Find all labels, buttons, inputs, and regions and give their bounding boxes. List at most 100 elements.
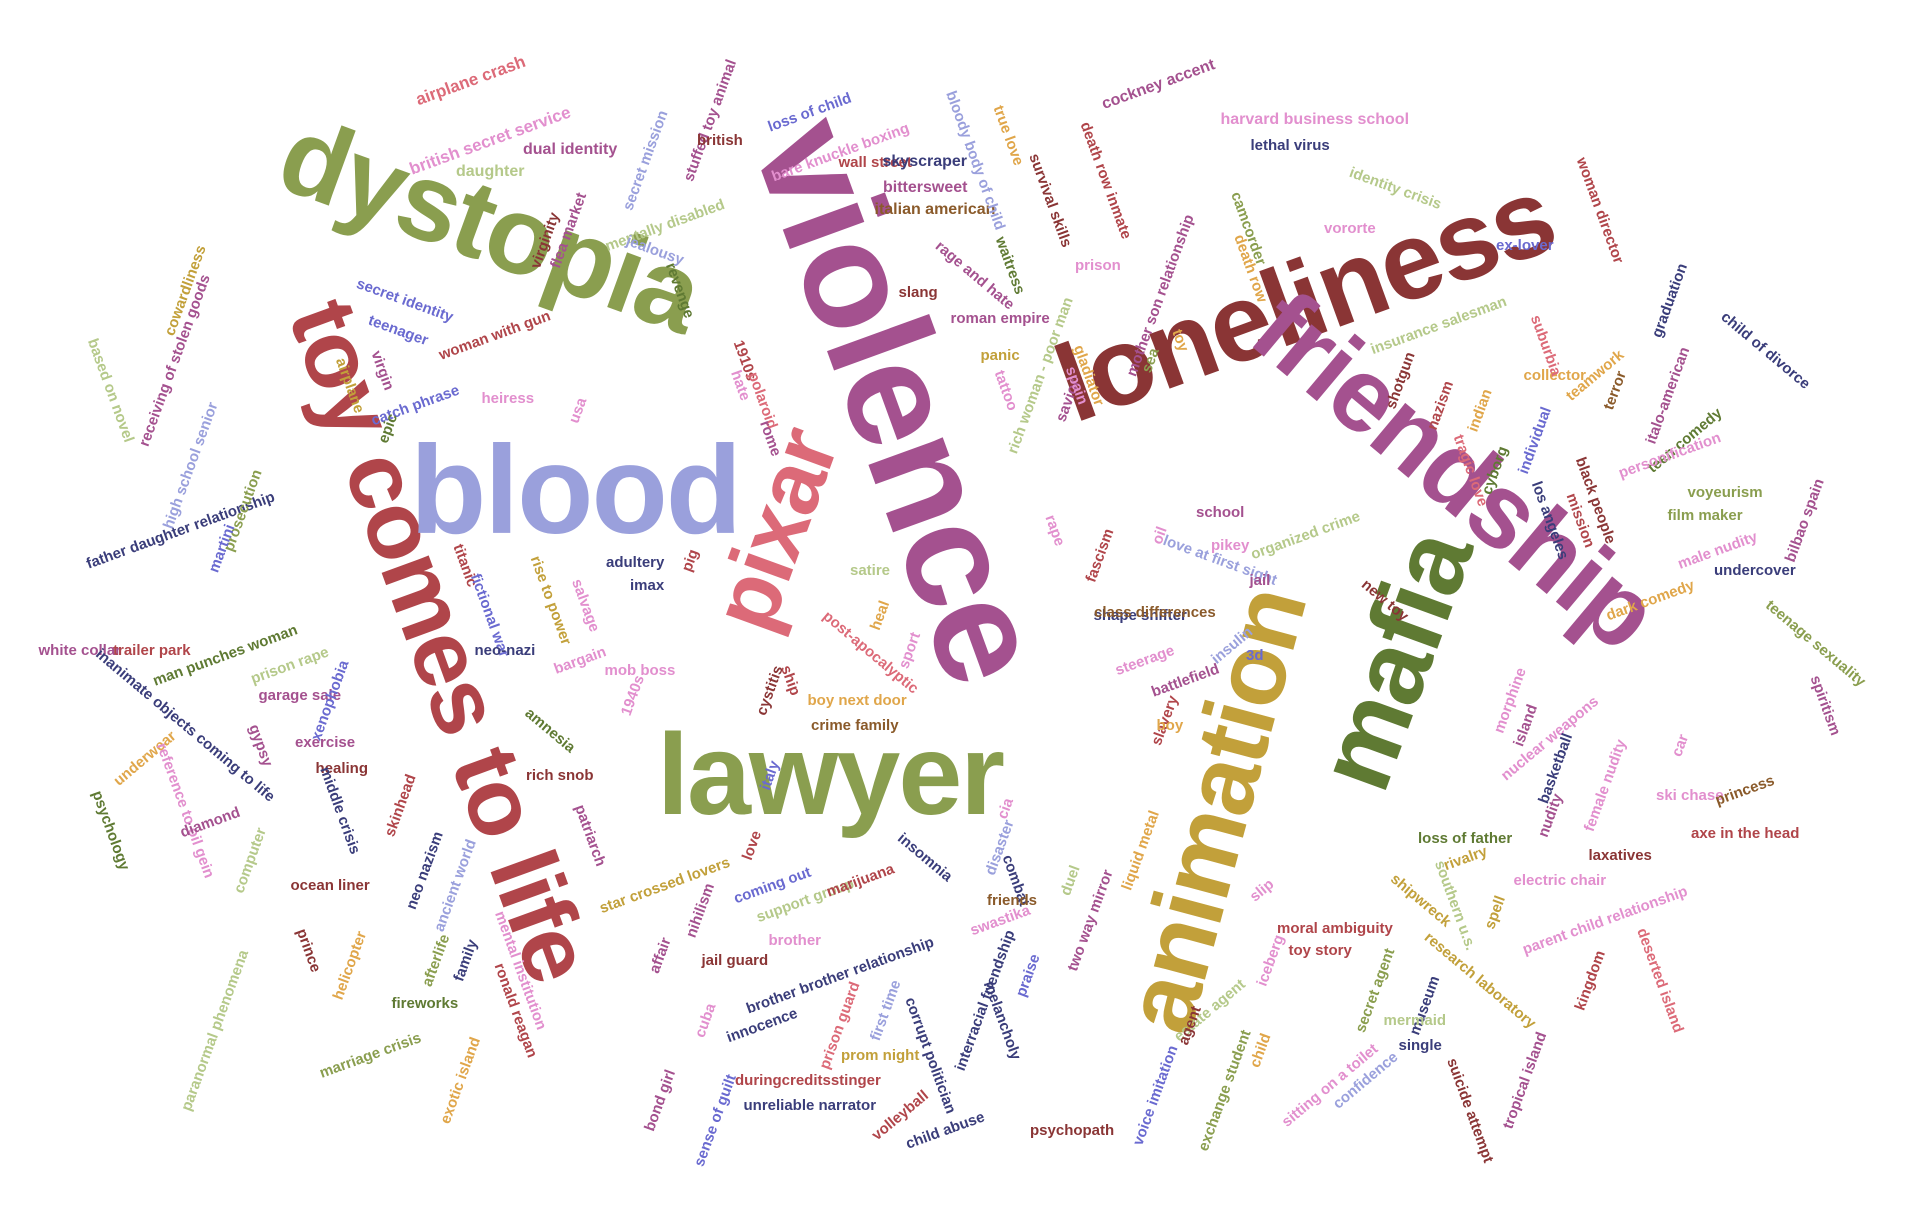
word-prince: prince	[292, 925, 324, 975]
word-tropical-island: tropical island	[1499, 1029, 1551, 1131]
word-voice-imitation: voice imitation	[1129, 1042, 1181, 1148]
word-moral-ambiguity: moral ambiguity	[1277, 919, 1393, 937]
word-deserted-island: deserted island	[1633, 925, 1687, 1035]
word-true-love: true love	[989, 102, 1027, 168]
word-bilbao-spain: bilbao spain	[1781, 475, 1828, 565]
word-gypsy: gypsy	[244, 721, 276, 769]
word-loss-of-father: loss of father	[1418, 829, 1513, 847]
word-computer: computer	[230, 824, 270, 896]
word-boy: boy	[1156, 716, 1184, 734]
word-duringcreditsstinger: duringcreditsstinger	[735, 1071, 881, 1089]
word-cockney-accent: cockney accent	[1099, 56, 1217, 113]
word-spell: spell	[1481, 893, 1509, 931]
word-3d: 3d	[1246, 646, 1264, 664]
word-shape-shifter: shape shifter	[1093, 606, 1187, 624]
word-ex-lover: ex-lover	[1496, 236, 1554, 254]
word-steerage: steerage	[1112, 641, 1177, 679]
word-rich-snob: rich snob	[526, 766, 594, 784]
word-sense-of-guilt: sense of guilt	[690, 1071, 740, 1169]
word-dual-identity: dual identity	[523, 141, 618, 158]
word-family: family	[449, 936, 481, 984]
word-death-row-inmate: death row inmate	[1076, 119, 1135, 241]
word-mob-boss: mob boss	[604, 661, 676, 679]
word-vororte: vororte	[1324, 219, 1376, 237]
word-brother: brother	[768, 931, 822, 949]
word-iceberg: iceberg	[1253, 932, 1288, 988]
word-first-time: first time	[866, 977, 905, 1043]
word-psychology: psychology	[87, 787, 133, 873]
word-affair: affair	[645, 934, 675, 976]
word-panic: panic	[980, 346, 1020, 364]
word-electric-chair: electric chair	[1513, 871, 1607, 889]
word-praise: praise	[1012, 951, 1044, 999]
word-car: car	[1667, 731, 1692, 759]
word-undercover: undercover	[1714, 561, 1796, 579]
word-toy-story: toy story	[1288, 941, 1352, 959]
word-rape: rape	[1041, 512, 1069, 548]
word-slang: slang	[898, 283, 938, 301]
word-based-on-novel: based on novel	[83, 335, 137, 445]
word-unreliable-narrator: unreliable narrator	[743, 1096, 877, 1114]
word-boy-next-door: boy next door	[807, 691, 907, 709]
word-pikey: pikey	[1211, 536, 1250, 554]
word-laxatives: laxatives	[1588, 846, 1652, 864]
word-duel: duel	[1056, 862, 1084, 898]
word-nihilism: nihilism	[682, 880, 718, 940]
word-salvage: salvage	[567, 576, 603, 634]
word-exercise: exercise	[295, 733, 356, 751]
word-neo-nazism: neo nazism	[402, 828, 447, 912]
word-single: single	[1398, 1036, 1442, 1054]
word-paranormal-phenomena: paranormal phenomena	[177, 947, 253, 1113]
word-white-collar: white collar	[38, 641, 122, 659]
word-garage-sale: garage sale	[258, 686, 342, 704]
word-fascism: fascism	[1082, 525, 1118, 585]
word-marriage-crisis: marriage crisis	[316, 1028, 423, 1082]
word-imax: imax	[630, 576, 665, 594]
word-collector: collector	[1523, 366, 1587, 384]
word-spiritism: spiritism	[1806, 672, 1844, 738]
word-helicopter: helicopter	[329, 928, 371, 1002]
word-exchange-student: exchange student	[1194, 1027, 1255, 1153]
word-survival-skills: survival skills	[1025, 150, 1076, 250]
word-rise-to-power: rise to power	[526, 553, 575, 647]
word-skinhead: skinhead	[380, 771, 420, 839]
word-voyeurism: voyeurism	[1687, 483, 1763, 501]
word-mafia: mafia	[1294, 515, 1496, 805]
word-axe-in-the-head: axe in the head	[1691, 824, 1800, 842]
word-afterlife: afterlife	[418, 931, 454, 989]
word-1940s: 1940s	[617, 672, 648, 718]
word-prom-night: prom night	[841, 1046, 920, 1064]
word-organized-crime: organized crime	[1248, 507, 1362, 563]
word-bargain: bargain	[551, 642, 609, 678]
word-blood: blood	[410, 420, 742, 560]
word-tattoo: tattoo	[990, 367, 1021, 413]
word-patriarch: patriarch	[571, 801, 610, 869]
word-film-maker: film maker	[1667, 506, 1743, 524]
word-parent-child-relationship: parent child relationship	[1520, 882, 1690, 958]
word-ski-chase: ski chase	[1656, 786, 1724, 804]
word-jail: jail	[1249, 571, 1271, 589]
word-healing: healing	[315, 759, 369, 777]
word-lawyer: lawyer	[657, 710, 1005, 839]
word-satire: satire	[850, 561, 891, 579]
word-british: british	[697, 131, 743, 149]
word-italian-american: italian american	[874, 201, 996, 218]
word-heiress: heiress	[481, 389, 535, 407]
word-woman-with-gun: woman with gun	[436, 306, 553, 364]
word-psychopath: psychopath	[1030, 1121, 1115, 1139]
word-wall-street: wall street	[838, 153, 912, 171]
word-ship: ship	[776, 662, 804, 698]
word-woman-director: woman director	[1572, 154, 1627, 266]
word-school: school	[1196, 503, 1245, 521]
word-child-of-divorce: child of divorce	[1717, 307, 1813, 393]
word-crime-family: crime family	[811, 716, 899, 734]
word-mermaid: mermaid	[1383, 1011, 1447, 1029]
word-lethal-virus: lethal virus	[1250, 136, 1330, 154]
word-suicide-attempt: suicide attempt	[1443, 1055, 1497, 1165]
word-harvard-business-school: harvard business school	[1220, 111, 1410, 128]
word-individual: individual	[1515, 404, 1555, 476]
word-bond-girl: bond girl	[641, 1066, 680, 1134]
word-class-differences: class differences	[1094, 603, 1216, 621]
word-daughter: daughter	[456, 163, 525, 180]
